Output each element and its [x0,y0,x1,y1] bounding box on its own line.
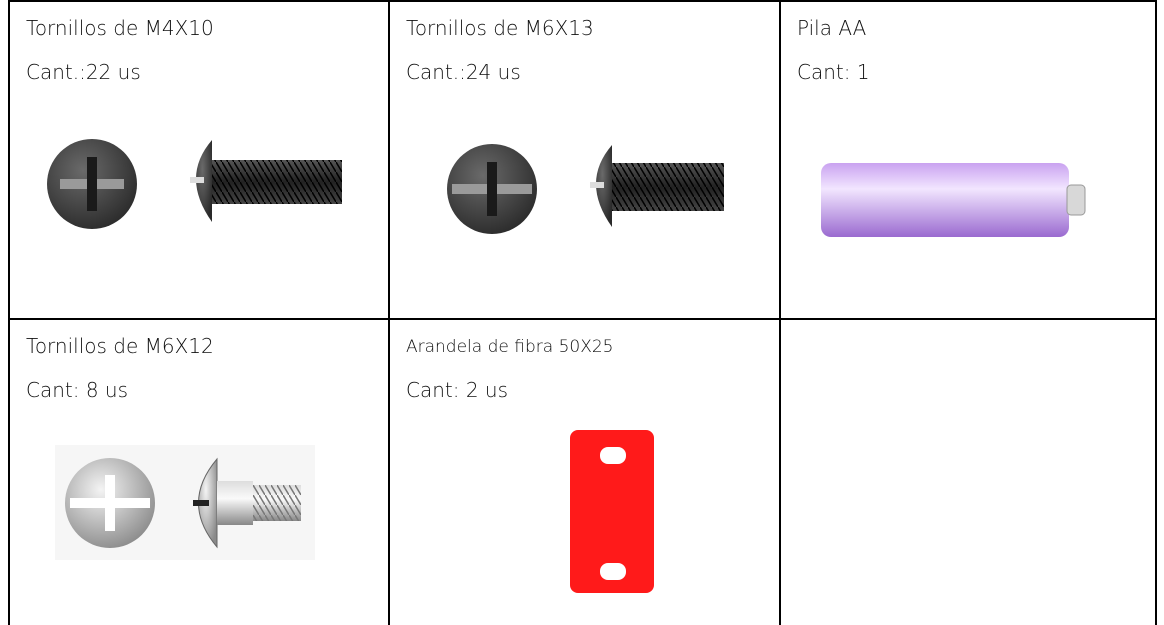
cell: Pila AA Cant: 1 [779,0,1157,318]
screw-image [447,144,724,234]
item-title: Tornillos de M6X13 [406,16,594,40]
screw-image [55,445,315,560]
item-title: Tornillos de M4X10 [26,16,214,40]
battery-image [821,163,1086,237]
item-title: Pila AA [797,16,867,40]
cell: Tornillos de M6X12 Cant: 8 us [8,318,388,625]
item-quantity: Cant.:24 us [406,60,521,84]
item-quantity: Cant: 8 us [26,378,129,402]
cell: Tornillos de M6X13 Cant.:24 us [388,0,779,318]
cell: Arandela de fibra 50X25 Cant: 2 us [388,318,779,625]
item-quantity: Cant: 2 us [406,378,509,402]
item-quantity: Cant.:22 us [26,60,141,84]
empty-cell [779,318,1157,625]
washer-image [570,430,654,593]
cell: Tornillos de M4X10 Cant.:22 us [8,0,388,318]
item-quantity: Cant: 1 [797,60,870,84]
item-title: Arandela de fibra 50X25 [406,337,614,357]
screw-image [47,139,342,229]
item-title: Tornillos de M6X12 [26,334,214,358]
